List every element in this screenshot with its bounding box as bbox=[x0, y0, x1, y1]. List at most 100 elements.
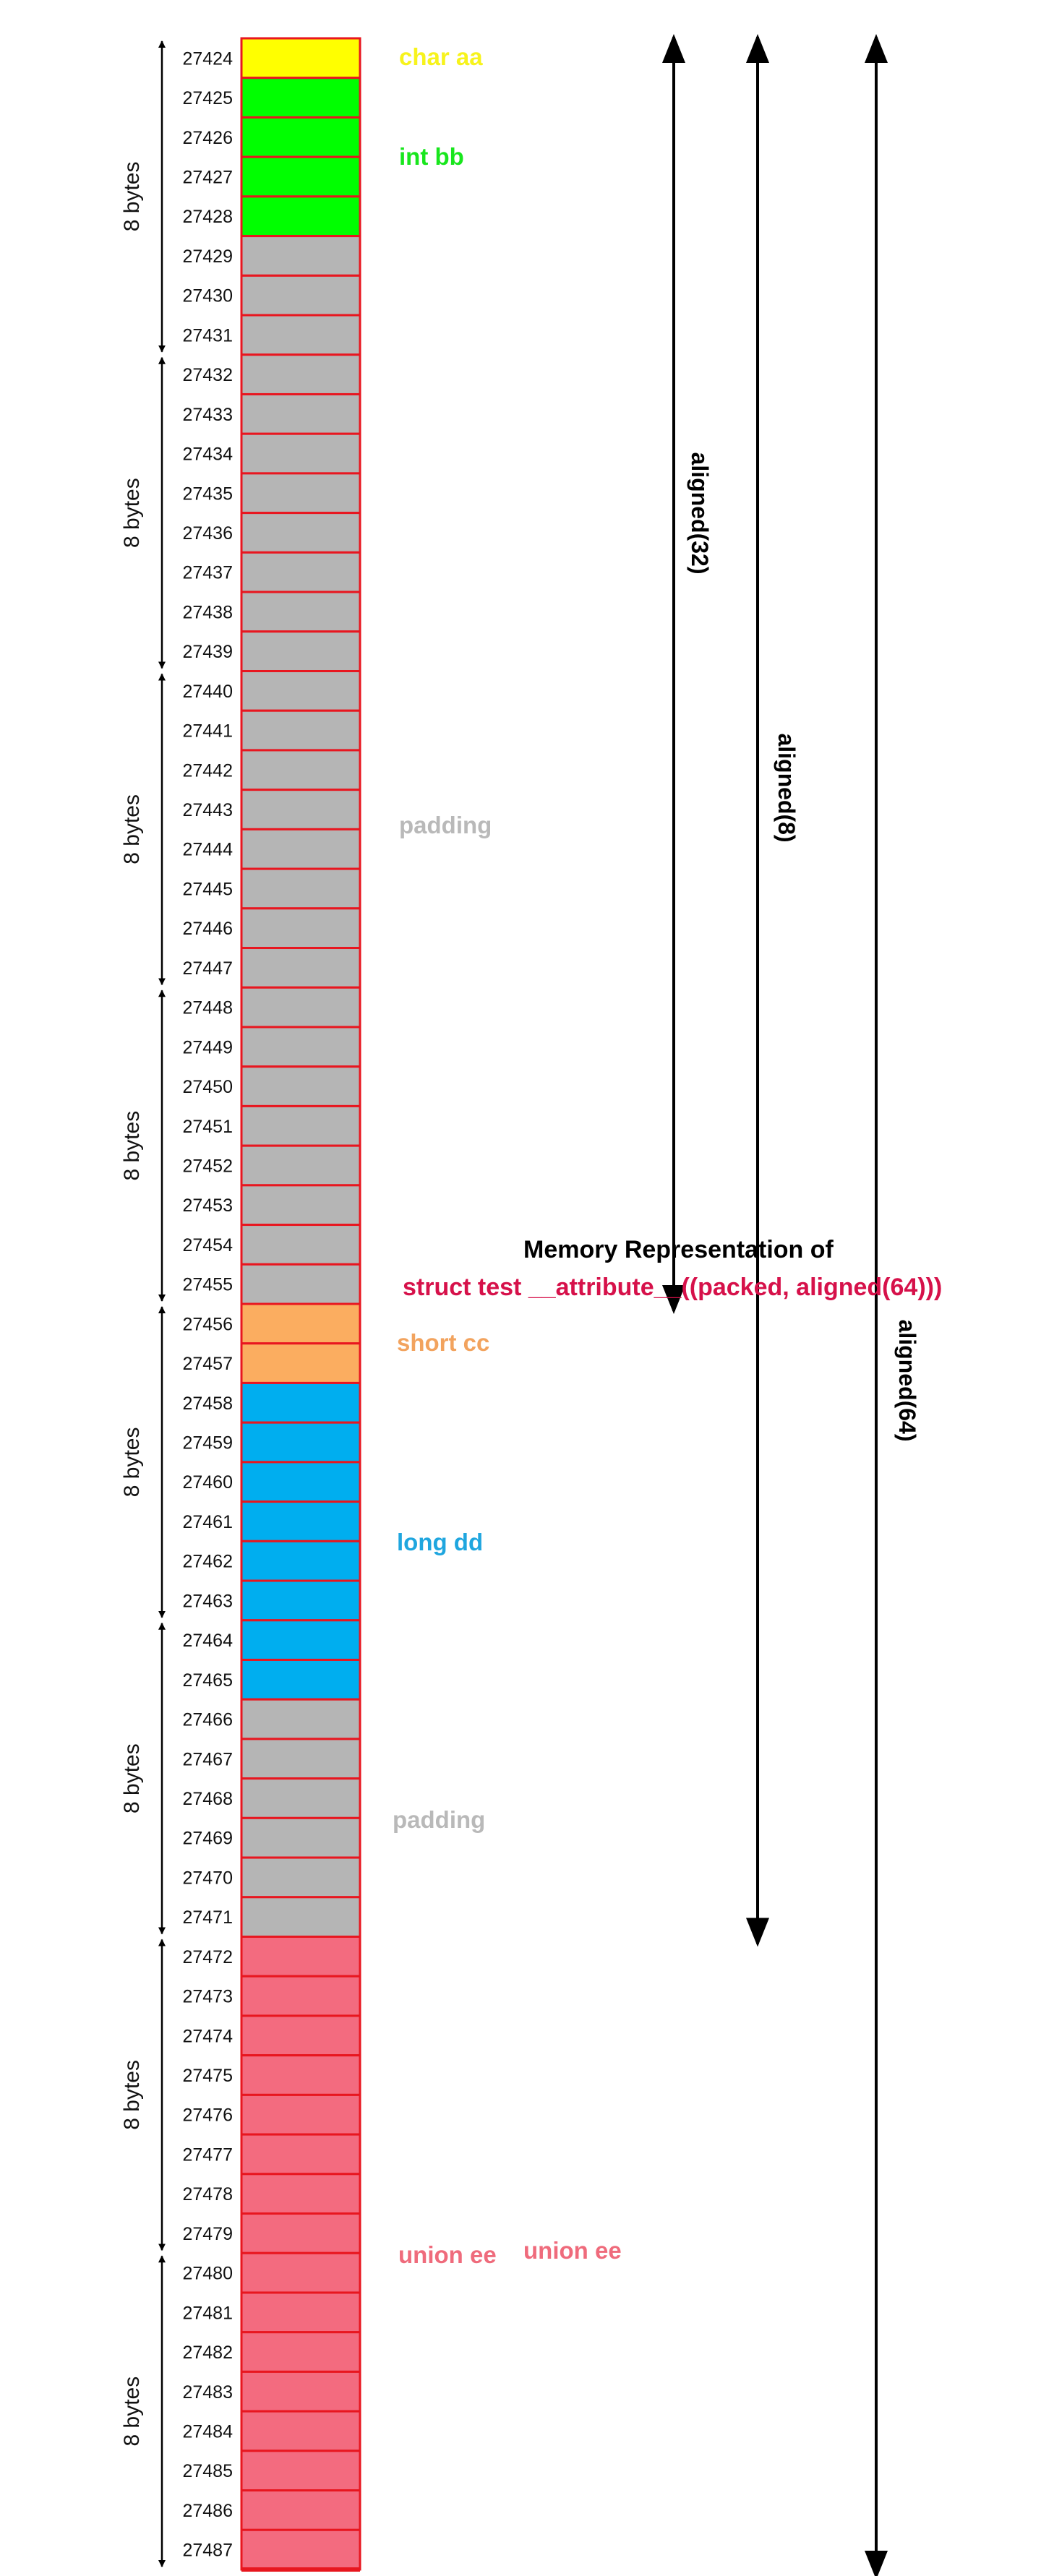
diagram-title: Memory Representation of struct test __a… bbox=[403, 1236, 942, 1301]
address-label: 27441 bbox=[182, 721, 233, 742]
address-label: 27426 bbox=[182, 128, 233, 148]
memory-cell-27457 bbox=[240, 1342, 361, 1384]
address-label: 27465 bbox=[182, 1670, 233, 1691]
address-label: 27453 bbox=[182, 1195, 233, 1216]
alignment-label: aligned(32) bbox=[687, 452, 713, 575]
memory-cell-27476 bbox=[240, 2093, 361, 2136]
address-label: 27430 bbox=[182, 286, 233, 306]
address-label: 27459 bbox=[182, 1433, 233, 1454]
address-label: 27466 bbox=[182, 1710, 233, 1730]
label-padding-1: padding bbox=[399, 812, 492, 838]
alignment-span-arrows: aligned(32) aligned(8) aligned(64) bbox=[662, 33, 920, 2576]
address-label: 27447 bbox=[182, 958, 233, 979]
memory-cell-27484 bbox=[240, 2410, 361, 2452]
address-label: 27462 bbox=[182, 1552, 233, 1572]
address-label: 27481 bbox=[182, 2303, 233, 2323]
memory-cell-27431 bbox=[240, 314, 361, 356]
address-label: 27425 bbox=[182, 88, 233, 108]
memory-cell-27430 bbox=[240, 274, 361, 317]
address-label: 27479 bbox=[182, 2224, 233, 2244]
memory-cell-27463 bbox=[240, 1579, 361, 1622]
byte-group-label: 8 bytes bbox=[120, 2060, 144, 2130]
memory-cell-27450 bbox=[240, 1065, 361, 1107]
memory-cell-27470 bbox=[240, 1856, 361, 1899]
field-labels: char aa int bb padding short cc long dd … bbox=[393, 43, 622, 2268]
address-label: 27451 bbox=[182, 1117, 233, 1137]
address-label: 27431 bbox=[182, 325, 233, 345]
address-label: 27454 bbox=[182, 1235, 233, 1255]
byte-group-markers: 8 bytes 8 bytes 8 bytes 8 bytes 8 bytes 8 byt… bbox=[120, 40, 166, 2567]
memory-cell-27478 bbox=[240, 2173, 361, 2215]
address-label: 27442 bbox=[182, 760, 233, 781]
address-label: 27435 bbox=[182, 484, 233, 504]
address-label: 27455 bbox=[182, 1275, 233, 1295]
memory-cell-27425 bbox=[240, 77, 361, 119]
address-labels: 27424 27425 27426 27427 27428 27429 27430 27431… bbox=[182, 48, 233, 2560]
title-line-1: Memory Representation of bbox=[523, 1236, 834, 1263]
memory-cell-27442 bbox=[240, 749, 361, 791]
address-label: 27443 bbox=[182, 800, 233, 820]
memory-cell-27434 bbox=[240, 432, 361, 475]
byte-group-label: 8 bytes bbox=[120, 478, 144, 548]
memory-cell-27451 bbox=[240, 1104, 361, 1147]
memory-cell-27472 bbox=[240, 1936, 361, 1978]
address-label: 27487 bbox=[182, 2541, 233, 2561]
memory-cell-27447 bbox=[240, 947, 361, 989]
address-label: 27486 bbox=[182, 2501, 233, 2521]
address-label: 27460 bbox=[182, 1472, 233, 1493]
memory-cell-27459 bbox=[240, 1421, 361, 1464]
memory-cell-27468 bbox=[240, 1777, 361, 1819]
memory-cell-27446 bbox=[240, 907, 361, 950]
address-label: 27427 bbox=[182, 168, 233, 188]
address-label: 27432 bbox=[182, 365, 233, 385]
address-label: 27473 bbox=[182, 1987, 233, 2007]
memory-cell-27464 bbox=[240, 1619, 361, 1661]
address-label: 27433 bbox=[182, 405, 233, 425]
address-label: 27428 bbox=[182, 207, 233, 227]
memory-cell-27448 bbox=[240, 986, 361, 1029]
memory-cell-27440 bbox=[240, 670, 361, 712]
address-label: 27484 bbox=[182, 2421, 233, 2442]
memory-cell-27443 bbox=[240, 789, 361, 830]
memory-cell-27482 bbox=[240, 2331, 361, 2373]
memory-cell-27429 bbox=[240, 235, 361, 277]
byte-group-label: 8 bytes bbox=[120, 1427, 144, 1498]
memory-cell-27453 bbox=[240, 1184, 361, 1227]
memory-cell-27426 bbox=[240, 116, 361, 158]
byte-group-label: 8 bytes bbox=[120, 162, 144, 232]
memory-cell-27452 bbox=[240, 1144, 361, 1187]
address-label: 27436 bbox=[182, 523, 233, 544]
address-label: 27429 bbox=[182, 246, 233, 267]
memory-cells bbox=[240, 37, 361, 2572]
address-label: 27444 bbox=[182, 840, 233, 860]
memory-cell-27433 bbox=[240, 392, 361, 435]
memory-cell-27483 bbox=[240, 2370, 361, 2413]
memory-cell-27432 bbox=[240, 353, 361, 395]
address-label: 27457 bbox=[182, 1354, 233, 1374]
address-label: 27458 bbox=[182, 1394, 233, 1414]
memory-cell-27473 bbox=[240, 1975, 361, 2017]
memory-cell-27435 bbox=[240, 472, 361, 515]
memory-cell-27437 bbox=[240, 551, 361, 593]
address-label: 27461 bbox=[182, 1512, 233, 1532]
address-label: 27446 bbox=[182, 919, 233, 939]
address-label: 27439 bbox=[182, 642, 233, 662]
label-char-aa: char aa bbox=[399, 43, 483, 70]
memory-cell-27466 bbox=[240, 1698, 361, 1740]
memory-cell-27479 bbox=[240, 2212, 361, 2254]
title-line-2: struct test __attribute__((packed, align… bbox=[403, 1274, 942, 1301]
memory-cell-27486 bbox=[240, 2489, 361, 2531]
memory-cell-27465 bbox=[240, 1658, 361, 1701]
alignment-label: aligned(8) bbox=[774, 733, 800, 842]
address-label: 27452 bbox=[182, 1156, 233, 1176]
memory-cell-27475 bbox=[240, 2054, 361, 2096]
address-label: 27476 bbox=[182, 2105, 233, 2126]
memory-cell-27458 bbox=[240, 1381, 361, 1424]
label-union-ee-1: union ee bbox=[398, 2241, 497, 2268]
memory-cell-27439 bbox=[240, 630, 361, 672]
address-label: 27440 bbox=[182, 682, 233, 702]
address-label: 27424 bbox=[182, 48, 233, 69]
address-label: 27472 bbox=[182, 1947, 233, 1967]
memory-cell-27481 bbox=[240, 2291, 361, 2334]
address-label: 27482 bbox=[182, 2343, 233, 2363]
